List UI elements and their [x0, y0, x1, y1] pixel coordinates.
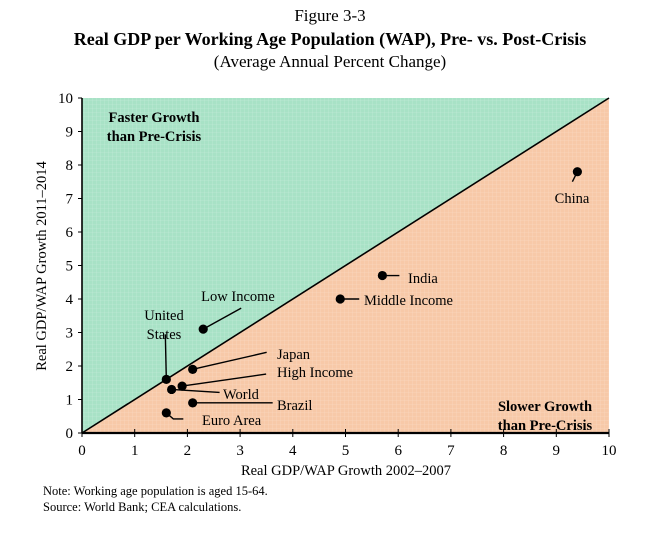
point-label: Brazil — [277, 398, 312, 414]
footnote-note: Note: Working age population is aged 15-… — [43, 484, 268, 498]
x-tick-label: 7 — [447, 443, 455, 459]
point-label: United States — [144, 308, 184, 343]
data-point — [377, 270, 387, 281]
point-label-line: China — [555, 191, 590, 207]
chart-subtitle: (Average Annual Percent Change) — [213, 52, 447, 71]
region-label-line: Faster Growth — [109, 110, 200, 126]
point-label-line: Middle Income — [364, 293, 453, 309]
axes: 0 1 2 3 4 5 6 7 8 9 10 0 1 2 3 4 5 6 7 8 9 10 — [58, 91, 617, 459]
region-label: Slower Growth than Pre-Crisis — [498, 399, 593, 434]
y-axis-label: Real GDP/WAP Growth 2011–2014 — [34, 160, 50, 370]
point-labels: China India Middle Income Low Income Japan Hi… — [144, 191, 590, 429]
y-tick-label: 4 — [66, 292, 74, 308]
x-tick-label: 1 — [131, 443, 139, 459]
x-tick-label: 4 — [289, 443, 297, 459]
chart-title: Real GDP per Working Age Population (WAP… — [73, 29, 587, 49]
leader-line — [202, 307, 242, 330]
point-label-line: States — [147, 327, 182, 343]
region-label-line: than Pre-Crisis — [498, 418, 593, 434]
leader-line — [192, 351, 267, 371]
y-tick-label: 2 — [66, 359, 74, 375]
data-point — [166, 384, 177, 395]
point-label-line: India — [408, 271, 438, 287]
point-label: China — [555, 191, 590, 207]
footnote-source: Source: World Bank; CEA calculations. — [43, 500, 242, 514]
data-point — [161, 408, 171, 418]
y-tick-label: 7 — [66, 192, 74, 208]
leader-line — [164, 334, 168, 380]
data-point — [188, 364, 198, 374]
x-tick-label: 10 — [602, 443, 617, 459]
point-label-line: Euro Area — [202, 413, 262, 429]
x-tick-label: 6 — [394, 443, 402, 459]
leader-line — [171, 388, 220, 394]
leader-line — [182, 373, 267, 387]
figure-label: Figure 3-3 — [294, 6, 366, 25]
x-tick-label: 5 — [342, 443, 350, 459]
point-label-line: World — [223, 387, 260, 403]
point-label-line: Low Income — [201, 289, 275, 305]
point-label: India — [408, 271, 438, 287]
y-tick-label: 1 — [66, 393, 74, 409]
data-point — [161, 374, 171, 384]
point-label-line: Japan — [277, 347, 311, 363]
leader-lines — [164, 171, 579, 420]
point-label: Japan — [277, 347, 311, 363]
y-tick-label: 10 — [58, 91, 73, 107]
point-label: Middle Income — [364, 293, 453, 309]
point-label: Low Income — [201, 289, 275, 305]
data-point — [572, 167, 582, 177]
y-tick-label: 8 — [66, 158, 74, 174]
x-tick-label: 8 — [500, 443, 508, 459]
data-point — [198, 324, 208, 334]
x-tick-label: 3 — [236, 443, 244, 459]
point-label: Euro Area — [202, 413, 262, 429]
point-label-line: High Income — [277, 365, 353, 381]
data-point — [177, 381, 187, 391]
x-tick-label: 2 — [184, 443, 192, 459]
data-point — [188, 398, 198, 408]
region-label: Faster Growth than Pre-Crisis — [107, 110, 202, 145]
y-tick-label: 9 — [66, 125, 74, 141]
x-tick-label: 0 — [78, 443, 86, 459]
data-points — [161, 167, 582, 418]
data-point — [335, 294, 345, 304]
y-tick-label: 6 — [66, 225, 74, 241]
point-label-line: Brazil — [277, 398, 312, 414]
region-label-line: than Pre-Crisis — [107, 129, 202, 145]
point-label-line: United — [144, 308, 184, 324]
y-tick-label: 3 — [66, 326, 74, 342]
point-label: High Income — [277, 365, 353, 381]
x-axis-label: Real GDP/WAP Growth 2002–2007 — [241, 463, 451, 479]
y-tick-label: 5 — [66, 259, 74, 275]
y-tick-label: 0 — [66, 426, 74, 442]
x-tick-label: 9 — [553, 443, 561, 459]
point-label: World — [223, 387, 260, 403]
region-label-line: Slower Growth — [498, 399, 592, 415]
